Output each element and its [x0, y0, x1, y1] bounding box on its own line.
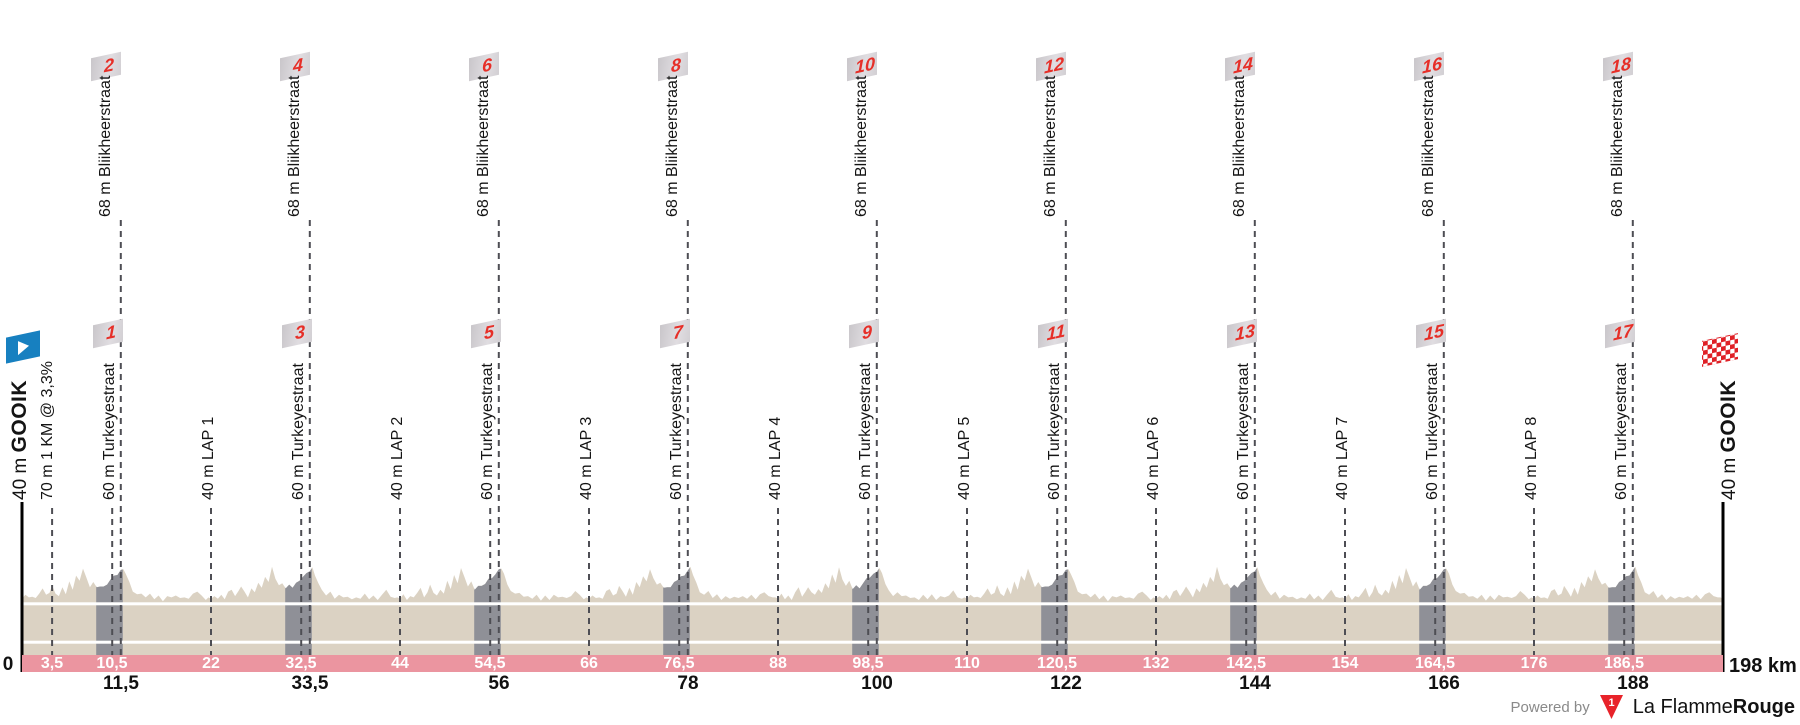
start-elevation-text: 40 m — [10, 457, 31, 500]
climb-label: 68 m Bliikheerstraat — [1042, 75, 1059, 217]
laflammerouge-logo-icon: 1 — [1599, 694, 1623, 719]
powered-by-label: Powered by — [1510, 698, 1590, 716]
axis-tick-start: 0 — [2, 654, 14, 675]
cobbled-sector — [285, 566, 312, 655]
km1-gradient-label: 70 m 1 KM @ 3,3% — [39, 361, 56, 500]
climb-label: 60 m Turkeyestraat — [1424, 363, 1441, 500]
distance-axis-band — [22, 655, 1723, 672]
gridline — [22, 602, 1723, 606]
axis-tick-white: 66 — [580, 655, 598, 672]
climb-label: 68 m Bliikheerstraat — [475, 75, 492, 217]
climb-label: 60 m Turkeyestraat — [1613, 363, 1630, 500]
cobbled-sector — [474, 566, 501, 655]
brand-regular: La Flamme — [1632, 695, 1733, 718]
finish-city-text: GOOIK — [1717, 379, 1740, 453]
axis-tick-black: 56 — [488, 673, 510, 694]
start-city-text: GOOIK — [8, 379, 31, 453]
axis-tick-white: 32,5 — [285, 655, 317, 672]
cobbled-sector — [1608, 566, 1635, 655]
cobbled-sector — [96, 566, 123, 655]
lap-label-1: 40 m LAP 1 — [200, 416, 217, 500]
axis-tick-white: 120,5 — [1036, 655, 1078, 672]
cobbled-sector — [852, 566, 879, 655]
axis-tick-black: 166 — [1428, 673, 1460, 694]
axis-tick-finish: 198 km — [1729, 655, 1797, 677]
axis-tick-black: 144 — [1239, 673, 1271, 694]
axis-tick-white: 54,5 — [474, 655, 506, 672]
brand-name: La FlammeRouge — [1633, 696, 1795, 719]
cobbled-sector — [1041, 566, 1068, 655]
axis-tick-black: 33,5 — [291, 673, 329, 694]
climb-label: 68 m Bliikheerstraat — [286, 75, 303, 217]
climb-label: 60 m Turkeyestraat — [1235, 363, 1252, 500]
play-triangle-icon — [18, 341, 29, 356]
axis-tick-black: 122 — [1050, 673, 1082, 694]
climb-label: 68 m Bliikheerstraat — [664, 75, 681, 217]
climb-label: 68 m Bliikheerstraat — [853, 75, 870, 217]
axis-tick-white: 110 — [954, 655, 980, 672]
axis-tick-white: 164,5 — [1414, 655, 1456, 672]
brand-bold: Rouge — [1732, 695, 1795, 718]
start-flag-icon — [6, 330, 40, 364]
lap-label-8: 40 m LAP 8 — [1523, 416, 1540, 500]
axis-tick-white: 10,5 — [96, 655, 128, 672]
axis-tick-white: 22 — [202, 655, 220, 672]
climb-label: 68 m Bliikheerstraat — [1420, 75, 1437, 217]
axis-tick-black: 100 — [861, 673, 893, 694]
gridlines — [22, 602, 1723, 644]
lap-label-4: 40 m LAP 4 — [767, 416, 784, 500]
axis-tick-white: 3,5 — [40, 655, 64, 672]
axis-tick-white: 186,5 — [1603, 655, 1645, 672]
axis-tick-white: 154 — [1331, 655, 1359, 672]
lap-label-6: 40 m LAP 6 — [1145, 416, 1162, 500]
axis-tick-white: 88 — [769, 655, 787, 672]
start-line — [20, 502, 24, 672]
axis-tick-black: 11,5 — [103, 673, 139, 694]
finish-location-label: 40 m GOOIK — [1717, 380, 1741, 500]
climb-label: 60 m Turkeyestraat — [479, 363, 496, 500]
axis-tick-white: 44 — [391, 655, 409, 672]
cobbled-sector — [663, 566, 690, 655]
climb-label: 60 m Turkeyestraat — [668, 363, 685, 500]
logo-number: 1 — [1608, 697, 1614, 709]
climb-label: 68 m Bliikheerstraat — [97, 75, 114, 217]
axis-tick-white: 176 — [1520, 655, 1548, 672]
axis-tick-white: 142,5 — [1225, 655, 1267, 672]
lap-label-5: 40 m LAP 5 — [956, 416, 973, 500]
finish-line — [1721, 502, 1725, 672]
climb-label: 60 m Turkeyestraat — [1046, 363, 1063, 500]
axis-tick-white: 76,5 — [663, 655, 695, 672]
axis-tick-black: 78 — [677, 673, 699, 694]
lap-label-3: 40 m LAP 3 — [578, 416, 595, 500]
gridline — [22, 640, 1723, 644]
start-location-label: 40 m GOOIK — [8, 380, 32, 500]
cobbled-sector — [1230, 566, 1257, 655]
lap-label-7: 40 m LAP 7 — [1334, 416, 1351, 500]
lap-label-2: 40 m LAP 2 — [389, 416, 406, 500]
climb-label: 60 m Turkeyestraat — [290, 363, 307, 500]
footer: Powered by 1 La FlammeRouge — [1511, 692, 1795, 722]
axis-tick-white: 132 — [1142, 655, 1170, 672]
climb-label: 60 m Turkeyestraat — [857, 363, 874, 500]
axis-tick-black: 188 — [1617, 673, 1649, 694]
axis-tick-white: 98,5 — [852, 655, 884, 672]
finish-elevation-text: 40 m — [1719, 457, 1740, 500]
climb-label: 68 m Bliikheerstraat — [1609, 75, 1626, 217]
cobbled-sector — [1419, 566, 1446, 655]
climb-label: 60 m Turkeyestraat — [101, 363, 118, 500]
climb-label: 68 m Bliikheerstraat — [1231, 75, 1248, 217]
